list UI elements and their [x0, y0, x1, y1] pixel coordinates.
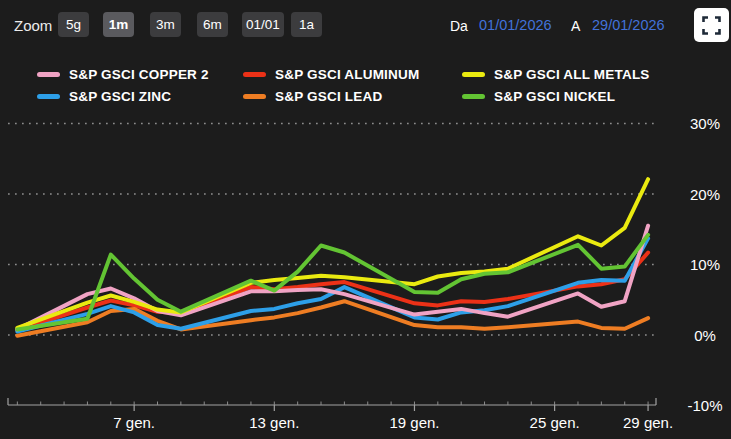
y-axis-tick-label: 0% — [694, 327, 716, 344]
y-axis-tick-label: 30% — [690, 115, 720, 132]
x-axis-tick-label: 29 gen. — [623, 414, 673, 431]
y-axis-tick-label: 20% — [690, 186, 720, 203]
line-chart-plot-area[interactable]: 7 gen. 13 gen. 19 gen. 25 gen. 29 gen. 30% 20%… — [0, 0, 731, 439]
y-axis-tick-label: -10% — [687, 397, 722, 414]
y-axis-tick-label: 10% — [690, 256, 720, 273]
x-axis-tick-label: 25 gen. — [530, 414, 580, 431]
x-axis-tick-label: 13 gen. — [249, 414, 299, 431]
chart-widget: Zoom 5g 1m 3m 6m 01/01 1a Da 01/01/2026 … — [0, 0, 731, 439]
x-axis-tick-label: 19 gen. — [389, 414, 439, 431]
x-axis-tick-label: 7 gen. — [113, 414, 155, 431]
